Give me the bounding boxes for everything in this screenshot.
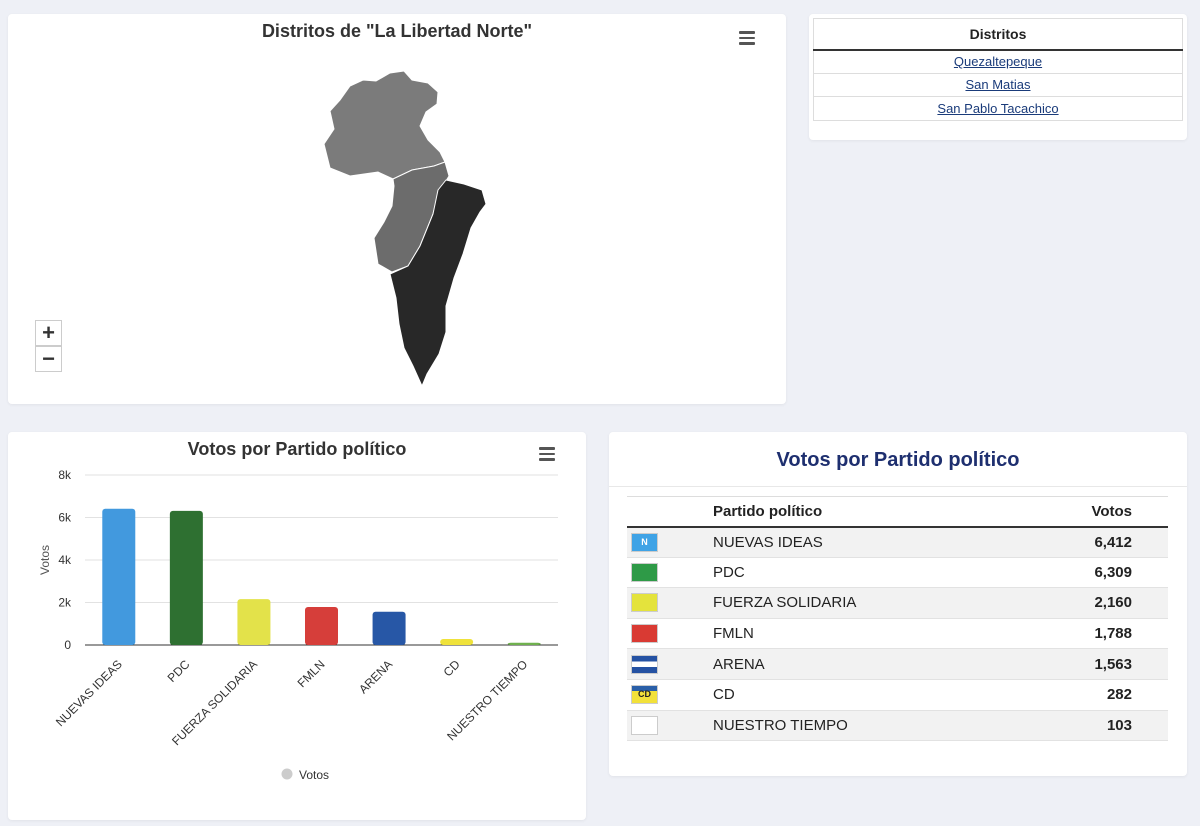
y-tick-label: 0	[64, 638, 71, 652]
logo-column-header	[627, 496, 713, 528]
list-item: San Pablo Tacachico	[813, 96, 1183, 121]
districts-table: Distritos Quezaltepeque San Matias San P…	[813, 18, 1183, 121]
pdc-logo	[631, 562, 658, 582]
legend-label[interactable]: Votos	[299, 768, 329, 782]
bar-fmln[interactable]	[305, 607, 338, 645]
vote-count: 1,563	[1048, 648, 1168, 680]
results-title: Votos por Partido político	[776, 449, 1020, 471]
map-title: Distritos de "La Libertad Norte"	[261, 21, 533, 41]
zoom-out-button[interactable]: −	[35, 346, 62, 372]
party-name: NUESTRO TIEMPO	[713, 710, 1048, 742]
y-tick-label: 8k	[58, 468, 72, 482]
votes-column-header: Votos	[1048, 496, 1168, 528]
party-name: ARENA	[713, 648, 1048, 680]
vote-count: 2,160	[1048, 587, 1168, 619]
bar-pdc[interactable]	[169, 510, 203, 645]
party-name: NUEVAS IDEAS	[713, 526, 1048, 558]
vote-count: 6,412	[1048, 526, 1168, 558]
bar-chart-card: Votos por Partido político 0 2k 4k 6k 8k Voto…	[8, 432, 586, 820]
district-region-quezaltepeque[interactable]	[389, 179, 487, 388]
vote-count: 6,309	[1048, 557, 1168, 589]
table-row: CD CD 282	[627, 679, 1168, 711]
districts-header: Distritos	[813, 18, 1183, 51]
party-name: FMLN	[713, 618, 1048, 650]
x-tick-label: ARENA	[356, 657, 395, 696]
zoom-in-button[interactable]: +	[35, 320, 62, 346]
bar-arena[interactable]	[372, 611, 406, 645]
map-menu-icon[interactable]	[739, 31, 755, 45]
legend-marker	[281, 768, 293, 780]
table-row: FMLN 1,788	[627, 618, 1168, 650]
party-name: PDC	[713, 557, 1048, 589]
divider	[609, 486, 1187, 487]
x-tick-label: CD	[441, 657, 463, 679]
district-region-san-matias[interactable]	[323, 70, 446, 180]
x-tick-label: PDC	[165, 657, 193, 685]
district-region-san-pablo-tacachico[interactable]	[373, 161, 450, 273]
map-card: Distritos de "La Libertad Norte" + −	[8, 14, 786, 404]
bar-cd[interactable]	[440, 639, 474, 645]
list-item: Quezaltepeque	[813, 49, 1183, 74]
bar-nuevas-ideas[interactable]	[102, 508, 136, 645]
fmln-logo	[631, 624, 658, 644]
x-tick-label: NUEVAS IDEAS	[53, 657, 125, 729]
table-row: NUESTRO TIEMPO 103	[627, 710, 1168, 742]
vote-count: 282	[1048, 679, 1168, 711]
chart-title: Votos por Partido político	[187, 439, 407, 459]
districts-card: Distritos Quezaltepeque San Matias San P…	[809, 14, 1187, 140]
chart-menu-icon[interactable]	[539, 447, 555, 461]
results-table: Partido político Votos N NUEVAS IDEAS 6,41…	[627, 496, 1168, 742]
y-axis-label: Votos	[38, 545, 52, 575]
table-row: FUERZA SOLIDARIA 2,160	[627, 587, 1168, 619]
fuerza-solidaria-logo	[631, 593, 658, 613]
y-tick-label: 4k	[58, 553, 72, 567]
district-link-san-matias[interactable]: San Matias	[965, 77, 1031, 93]
party-name: CD	[713, 679, 1048, 711]
cd-logo: CD	[631, 685, 658, 705]
vote-count: 1,788	[1048, 618, 1168, 650]
bar-nuestro-tiempo[interactable]	[507, 642, 541, 645]
nuestro-tiempo-logo	[631, 715, 658, 735]
bar-fuerza-solidaria[interactable]	[237, 599, 271, 645]
table-row: PDC 6,309	[627, 557, 1168, 589]
y-tick-label: 6k	[58, 511, 72, 525]
district-map	[323, 70, 487, 388]
nuevas-ideas-logo: N	[631, 532, 658, 552]
y-tick-label: 2k	[58, 596, 72, 610]
arena-logo	[631, 654, 658, 674]
party-name: FUERZA SOLIDARIA	[713, 587, 1048, 619]
table-row: N NUEVAS IDEAS 6,412	[627, 526, 1168, 558]
list-item: San Matias	[813, 72, 1183, 97]
x-tick-label: FMLN	[295, 657, 328, 690]
table-row: ARENA 1,563	[627, 648, 1168, 680]
district-link-quezaltepeque[interactable]: Quezaltepeque	[953, 54, 1043, 69]
vote-count: 103	[1048, 710, 1168, 742]
results-card: Votos por Partido político Partido polít…	[609, 432, 1187, 776]
party-column-header: Partido político	[713, 496, 1048, 528]
district-link-san-pablo-tacachico[interactable]: San Pablo Tacachico	[937, 100, 1059, 116]
